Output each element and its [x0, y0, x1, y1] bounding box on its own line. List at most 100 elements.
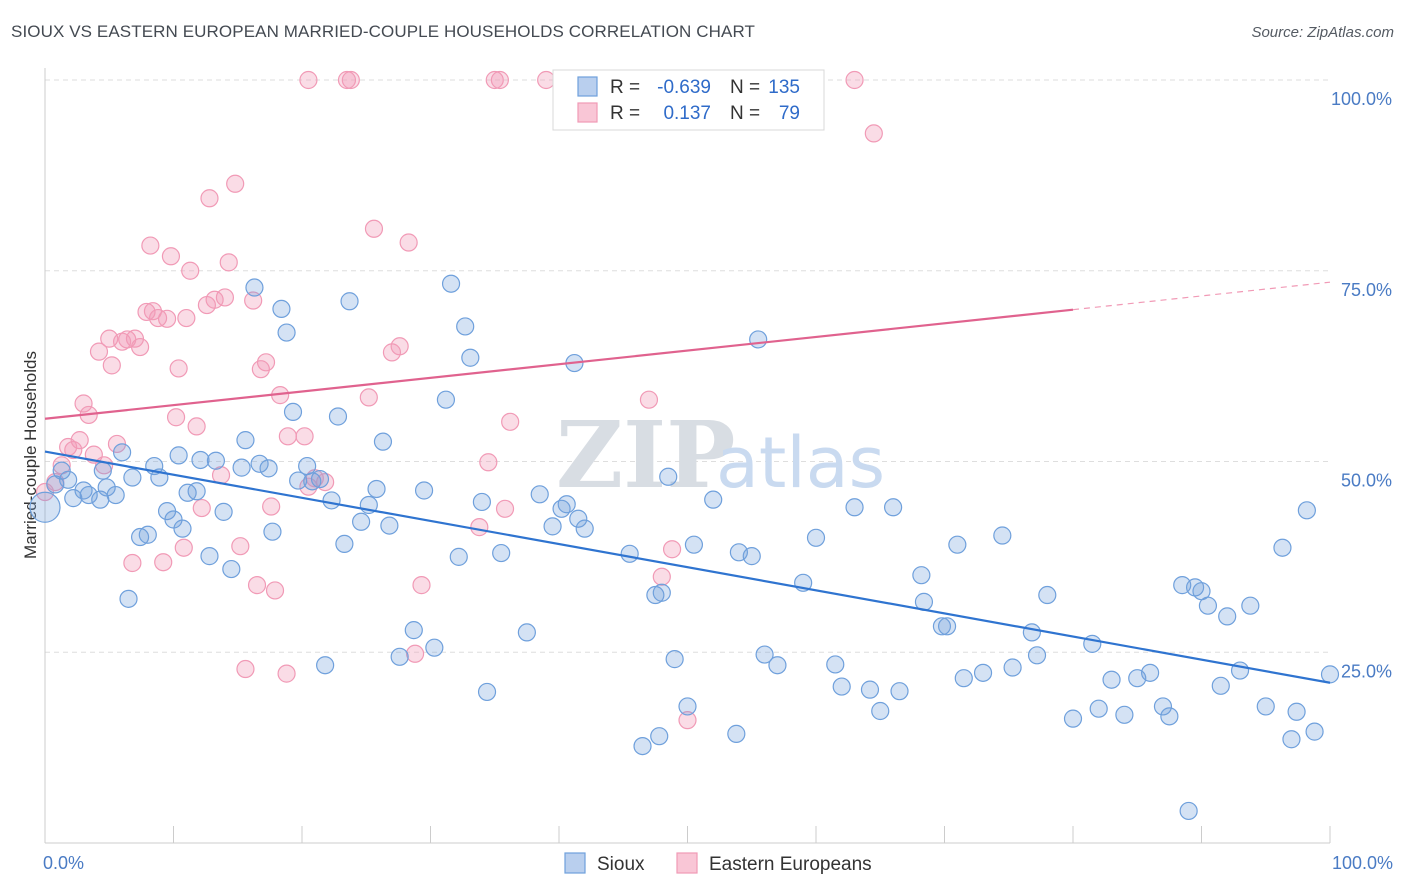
sioux-point-44 [328, 407, 348, 426]
watermark-zip: ZIP [556, 401, 735, 509]
x-tick-label-1: 100.0% [1332, 853, 1393, 873]
sioux-point-60 [461, 348, 480, 367]
bottom-legend-swatch-eastern [676, 852, 698, 874]
eastern-point-40 [231, 537, 250, 556]
sioux-point-122 [1198, 596, 1218, 615]
sioux-point-33 [259, 459, 278, 478]
eastern-point-46 [262, 497, 281, 516]
sioux-point-99 [932, 617, 952, 636]
sioux-point-15 [138, 525, 157, 544]
sioux-point-35 [272, 299, 291, 318]
sioux-point-117 [1160, 707, 1179, 726]
sioux-point-101 [948, 535, 967, 554]
sioux-point-21 [173, 519, 192, 538]
eastern-point-43 [247, 576, 267, 595]
eastern-point-72 [639, 390, 659, 409]
sioux-point-34 [263, 522, 282, 541]
eastern-point-51 [295, 427, 314, 446]
eastern-point-49 [277, 664, 296, 683]
sioux-point-57 [441, 274, 461, 293]
eastern-point-42 [244, 291, 263, 310]
eastern-point-45 [256, 353, 276, 372]
eastern-point-26 [166, 408, 186, 427]
sioux-point-126 [1241, 596, 1260, 615]
sioux-point-45 [335, 534, 354, 554]
sioux-point-108 [1038, 585, 1057, 605]
eastern-point-29 [177, 308, 196, 328]
eastern-point-4 [64, 440, 83, 460]
eastern-point-32 [192, 498, 211, 518]
trend-lines [44, 281, 1331, 684]
sioux-point-4 [64, 489, 83, 508]
sioux-point-61 [472, 492, 491, 512]
eastern-point-31 [187, 417, 206, 436]
sioux-point-46 [340, 292, 359, 311]
sioux-point-42 [316, 656, 335, 675]
sioux-point-82 [727, 724, 746, 743]
bottom-legend: Sioux Eastern Europeans [564, 852, 872, 875]
y-tick-label-0: 25.0% [1341, 661, 1392, 681]
sioux-point-25 [200, 547, 219, 566]
legend-r-value-eastern: 0.137 [663, 103, 711, 124]
sioux-point-6 [79, 485, 98, 505]
eastern-point-37 [215, 288, 234, 307]
sioux-point-27 [214, 502, 233, 521]
sioux-point-87 [768, 656, 787, 675]
y-tick-label-3: 100.0% [1331, 89, 1392, 109]
sioux-point-13 [123, 468, 142, 487]
eastern-point-54 [316, 473, 335, 492]
sioux-point-8 [93, 461, 112, 480]
sioux-point-77 [659, 467, 678, 486]
sioux-point-31 [245, 278, 264, 297]
sioux-point-79 [678, 697, 697, 716]
sioux-point-89 [806, 528, 826, 547]
eastern-point-70 [501, 412, 520, 431]
sioux-point-95 [883, 498, 903, 517]
sioux-point-92 [845, 498, 864, 517]
eastern-points [35, 70, 883, 730]
sioux-point-55 [425, 638, 444, 657]
bottom-legend-eastern: Eastern Europeans [709, 854, 872, 875]
sioux-point-78 [665, 650, 684, 669]
x-tick-labels: 0.0% 100.0% [43, 853, 1393, 873]
eastern-trend-extension [1072, 281, 1331, 311]
legend-r-value-sioux: -0.639 [657, 77, 711, 98]
eastern-point-71 [537, 70, 556, 90]
sioux-point-103 [973, 663, 993, 682]
sioux-point-30 [236, 431, 255, 450]
sioux-point-66 [543, 517, 562, 536]
sioux-point-64 [517, 623, 536, 642]
eastern-point-12 [102, 356, 121, 375]
eastern-point-24 [157, 309, 177, 328]
sioux-point-111 [1089, 699, 1108, 718]
sioux-point-119 [1179, 801, 1198, 821]
legend-n-value-sioux: 135 [768, 77, 800, 98]
y-tick-labels: 25.0% 50.0% 75.0% 100.0% [1331, 89, 1392, 681]
legend-swatch-sioux [577, 76, 598, 97]
sioux-point-107 [1027, 646, 1047, 665]
sioux-point-70 [569, 509, 588, 528]
eastern-point-23 [154, 553, 173, 572]
sioux-point-75 [650, 727, 669, 746]
sioux-point-68 [557, 495, 576, 514]
sioux-point-106 [1022, 623, 1041, 642]
sioux-point-86 [755, 645, 774, 664]
sioux-point-132 [1305, 722, 1324, 741]
legend-frame [552, 69, 825, 131]
sioux-point-72 [620, 544, 639, 563]
eastern-point-27 [169, 359, 188, 378]
eastern-point-62 [399, 233, 418, 252]
sioux-point-93 [860, 680, 880, 699]
sioux-trend-line [44, 450, 1331, 684]
eastern-point-30 [181, 261, 200, 280]
eastern-point-58 [359, 388, 378, 407]
eastern-point-47 [265, 581, 285, 600]
sioux-point-38 [289, 471, 308, 490]
x-tick-label-0: 0.0% [43, 853, 84, 873]
sioux-point-73 [633, 736, 652, 756]
sioux-point-90 [826, 655, 845, 674]
sioux-point-80 [684, 535, 704, 554]
sioux-point-47 [352, 512, 371, 531]
eastern-point-69 [495, 499, 515, 518]
bottom-legend-sioux: Sioux [597, 854, 645, 875]
